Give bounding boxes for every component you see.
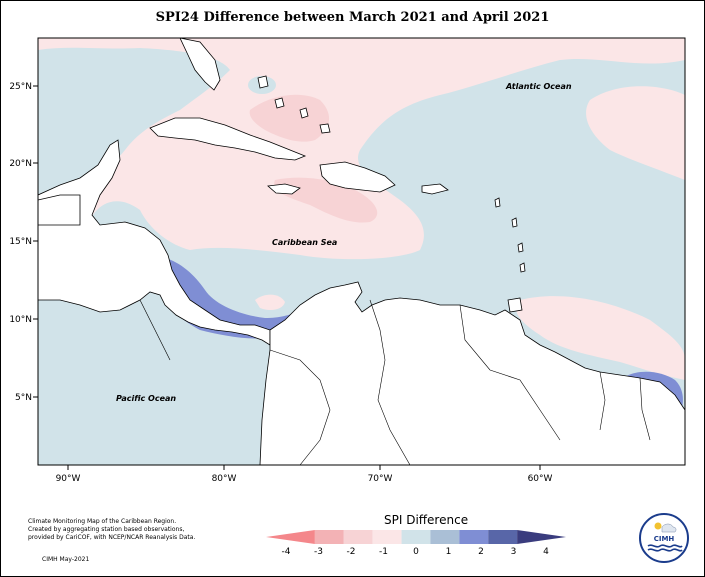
credits-stamp: CIMH May-2021	[42, 556, 90, 563]
lat-axis: 25°N 20°N 15°N 10°N 5°N	[9, 82, 38, 403]
lon-label-70: 70°W	[368, 474, 393, 484]
land-bahamas-4	[319, 123, 331, 134]
cimh-logo-text: CIMH	[653, 535, 675, 543]
legend-tick-label: 3	[511, 547, 517, 557]
label-pacific-ocean: Pacific Ocean	[116, 394, 176, 403]
label-caribbean-sea: Caribbean Sea	[272, 238, 337, 247]
lat-label-5: 5°N	[15, 393, 32, 403]
land-cuba	[149, 117, 307, 161]
legend-swatch-2	[343, 530, 373, 544]
land-antilles-4	[519, 262, 526, 273]
lat-label-20: 20°N	[9, 159, 32, 169]
legend-swatch-3	[372, 530, 402, 544]
spi-negative-zone-east	[586, 86, 685, 180]
lon-axis: 90°W 80°W 70°W 60°W	[56, 465, 553, 484]
land-bahamas-1	[257, 75, 269, 89]
spi-negative-zone-venezuela	[255, 294, 285, 310]
spi-negative-zone-southeast	[516, 296, 685, 380]
spi-negative-zone-north	[38, 38, 685, 260]
land-mexico-central-america	[38, 139, 271, 346]
land-trinidad	[507, 297, 523, 313]
lon-label-60: 60°W	[528, 474, 553, 484]
legend-swatch-0	[266, 530, 315, 544]
land-florida	[179, 38, 221, 91]
legend-tick-label: 4	[543, 547, 549, 557]
legend-tick-label: 2	[478, 547, 484, 557]
land-antilles-3	[517, 242, 524, 253]
cimh-logo: CIMH	[638, 512, 690, 564]
lat-label-15: 15°N	[9, 237, 32, 247]
legend-title: SPI Difference	[384, 513, 469, 527]
credits-block: Climate Monitoring Map of the Caribbean …	[28, 518, 228, 542]
legend-ticks: -4 -3 -2 -1 0 1 2 3 4	[282, 547, 550, 557]
lon-label-80: 80°W	[212, 474, 237, 484]
map-border	[37, 37, 686, 466]
credits-line-3: provided by CariCOF, with NCEP/NCAR Rean…	[28, 534, 196, 541]
credits-line-2: Created by aggregating station based obs…	[28, 526, 185, 533]
country-borders	[139, 299, 651, 465]
legend-swatch-6	[459, 530, 489, 544]
legend-swatch-8	[517, 530, 566, 544]
credits-line-1: Climate Monitoring Map of the Caribbean …	[28, 518, 177, 525]
legend-tick-label: 1	[446, 547, 452, 557]
legend-tick-label: -2	[347, 547, 356, 557]
landmasses	[38, 38, 685, 465]
spi-positive-pocket-atlantic	[563, 187, 573, 197]
legend-swatch-7	[488, 530, 518, 544]
land-bahamas-3	[299, 107, 309, 119]
lat-label-25: 25°N	[9, 82, 32, 92]
cimh-logo-graphic	[639, 513, 689, 563]
map-area	[38, 38, 685, 465]
legend-colorbar	[266, 530, 566, 544]
legend-swatch-5	[430, 530, 460, 544]
land-puerto-rico	[421, 183, 449, 195]
legend-swatch-1	[314, 530, 344, 544]
legend-tick-label: -3	[314, 547, 323, 557]
lat-label-10: 10°N	[9, 315, 32, 325]
legend-swatch-4	[401, 530, 431, 544]
land-south-america	[259, 281, 685, 465]
spi-negative-zone-central	[249, 94, 330, 142]
legend-tick-label: -1	[379, 547, 388, 557]
map-title: SPI24 Difference between March 2021 and …	[155, 10, 550, 25]
land-antilles-1	[494, 197, 501, 208]
lon-label-90: 90°W	[56, 474, 81, 484]
land-hispaniola	[319, 161, 396, 193]
label-atlantic-ocean: Atlantic Ocean	[505, 82, 572, 91]
land-bahamas-2	[274, 97, 285, 109]
land-jamaica	[267, 183, 301, 195]
land-antilles-2	[511, 217, 518, 228]
land-yucatan	[38, 194, 81, 226]
legend-tick-label: -4	[282, 547, 291, 557]
legend-tick-label: 0	[413, 547, 419, 557]
